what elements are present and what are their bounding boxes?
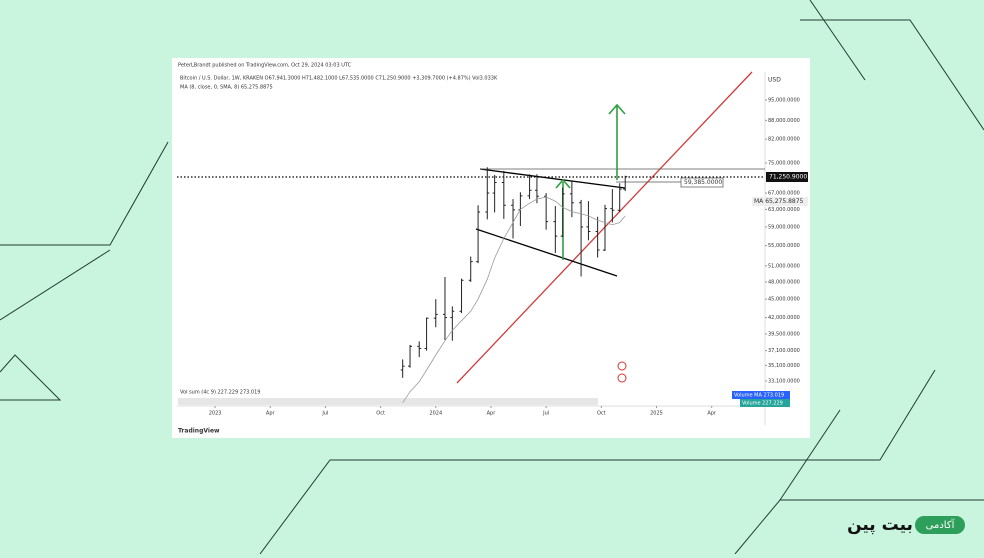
last-price-label: 71,250.9000 [769,174,807,181]
y-tick-label: 33,100.0000 [768,379,800,385]
brand-pill [915,516,965,534]
y-tick-label: 48,000.0000 [768,279,800,285]
volume-strip [178,398,598,405]
ma-box [752,197,808,206]
chart-title: Bitcoin / U.S. Dollar, 1W, KRAKEN O67,94… [180,76,498,82]
y-tick-label: 35,100.0000 [768,363,800,369]
y-tick-label: 42,000.0000 [768,315,800,321]
volume-legend: Vol sum (4c 9) 227.229 273.019 [180,390,260,396]
x-tick-label: Apr [707,411,717,417]
y-tick-label: 37,100.0000 [768,348,800,354]
y-tick-label: 75,000.0000 [768,160,800,166]
x-tick-label: Apr [266,411,276,417]
ma-label: MA 65,275.8875 [754,198,804,205]
ma-line [402,196,626,404]
y-tick-label: 95,000.0000 [768,97,800,103]
x-tick-label: Jul [542,411,549,417]
indicator: MA (8, close, 0, SMA, 8) 65,275.8875 [180,85,273,91]
brand-academy: آکادمی [926,518,956,531]
y-tick-label: 59,000.0000 [768,224,800,230]
y-tick-label: 63,000.0000 [768,207,800,213]
level-box [680,177,724,188]
x-tick-label: 2025 [650,411,663,417]
y-tick-label: 39,500.0000 [768,331,800,337]
y-tick-label: 45,000.0000 [768,297,800,303]
y-tick-label: 55,000.0000 [768,243,800,249]
y-tick-label: 82,000.0000 [768,137,800,143]
volume-ma-label: Volume MA 273.019 [734,393,784,399]
y-tick-label: 51,000.0000 [768,263,800,269]
y-tick-label: 88,000.0000 [768,118,800,124]
x-tick-label: Oct [597,411,606,417]
x-tick-label: Oct [376,411,385,417]
x-tick-label: Jul [321,411,328,417]
brand-name: بیت پین [847,515,913,535]
last-price-box [766,172,808,182]
x-tick-label: 2023 [209,411,222,417]
footer: TradingView [178,428,220,435]
volume-box [740,399,790,407]
chart-panel [172,58,810,438]
attribution: PeterLBrandt published on TradingView.co… [178,63,352,69]
y-tick-label: 67,000.0000 [768,191,800,197]
x-tick-label: Apr [487,411,497,417]
level-label: 59,385.0000 [684,179,722,186]
volume-label: Volume 227.229 [742,401,783,407]
volume-ma-box [732,391,790,399]
currency: USD [768,77,781,84]
x-tick-label: 2024 [429,411,442,417]
